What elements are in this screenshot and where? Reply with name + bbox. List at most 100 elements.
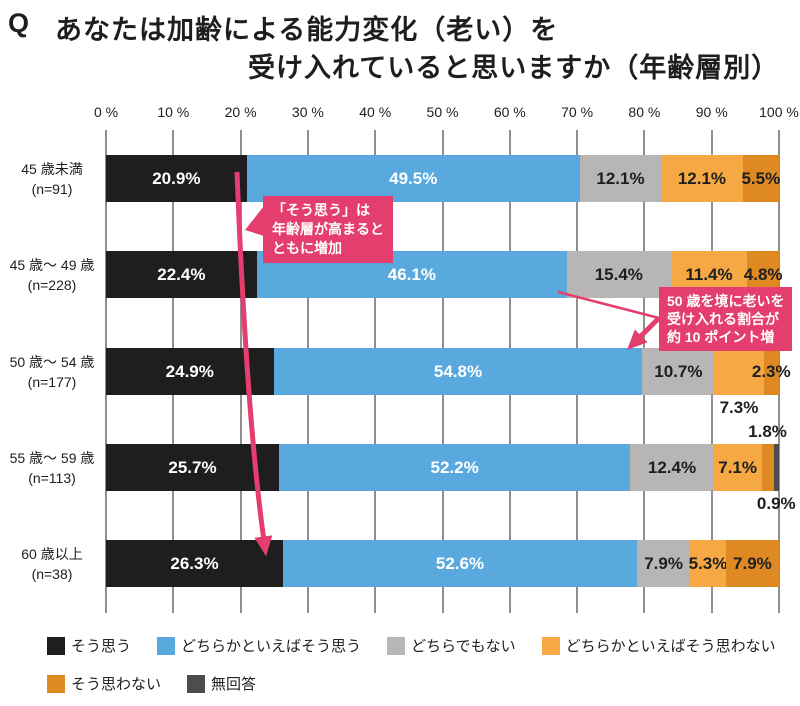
- bar-value-label: 15.4%: [594, 265, 643, 284]
- bar-value-label: 49.5%: [389, 169, 438, 188]
- title-line-2: 受け入れていると思いますか（年齢層別）: [248, 53, 780, 83]
- legend-item-agree: そう思う: [47, 635, 131, 656]
- callout-line: ともに増加: [272, 240, 342, 256]
- category-sample-size: (n=228): [27, 276, 77, 293]
- axis-tick-label: 50 %: [426, 104, 459, 120]
- bar-segment-disagree: [725, 540, 779, 587]
- bar-segment-somewhat-disagree: [713, 444, 762, 491]
- bar-segment-disagree: [742, 155, 779, 202]
- bar-value-label: 5.5%: [741, 169, 781, 188]
- callout-agree-increases: 「そう思う」は 年齢層が高まると ともに増加: [263, 196, 393, 263]
- category-label: 45 歳～ 49 歳 (n=228): [0, 255, 104, 295]
- bar-value-label: 12.4%: [647, 458, 697, 477]
- bar-segment-disagree: [761, 444, 774, 491]
- legend-label: そう思う: [71, 638, 132, 655]
- axis-tick-label: 40 %: [359, 104, 392, 120]
- bar-segment-somewhat-agree: [246, 155, 580, 202]
- axis-tick-label: 60 %: [493, 104, 526, 120]
- legend-swatch-no-answer: [187, 674, 206, 693]
- bar-segment-agree: [106, 540, 283, 587]
- category-sample-size: (n=177): [27, 373, 77, 390]
- callout-line: 50 歳を境に老いを: [667, 293, 785, 309]
- bar-value-label: 12.1%: [596, 169, 645, 188]
- category-age-range: 45 歳未満: [21, 160, 83, 177]
- bar-segment-neutral: [636, 540, 691, 587]
- bar-segment-agree: [106, 155, 247, 202]
- bar-value-label: 12.1%: [677, 169, 727, 188]
- legend-swatch-somewhat-disagree: [541, 636, 560, 655]
- bar-segment-somewhat-disagree: [661, 155, 743, 202]
- bar-value-label: 52.2%: [430, 458, 479, 477]
- legend-swatch-somewhat-agree: [157, 636, 176, 655]
- bar-segment-somewhat-disagree: [690, 540, 726, 587]
- bar-segment-somewhat-agree: [278, 444, 631, 491]
- callout-line: 「そう思う」は: [272, 202, 370, 218]
- bar-value-label: 52.6%: [435, 554, 485, 573]
- legend-item-somewhat-disagree: どちらかといえばそう思わない: [541, 635, 776, 656]
- bar-value-label: 7.9%: [733, 554, 772, 573]
- bar-segment-no-answer: [773, 444, 779, 491]
- bar-value-label: 0.9%: [756, 494, 796, 513]
- axis-tick-label: 20 %: [224, 104, 257, 120]
- category-label: 50 歳～ 54 歳 (n=177): [0, 352, 104, 392]
- bar-value-label: 1.8%: [748, 422, 787, 441]
- bar-value-label: 46.1%: [387, 265, 436, 284]
- legend-item-disagree: そう思わない: [47, 673, 161, 694]
- legend-label: どちらかといえばそう思わない: [565, 638, 776, 655]
- bar-value-label: 2.3%: [751, 362, 791, 381]
- callout-line: 約 10 ポイント増: [667, 329, 775, 345]
- legend-label: 無回答: [211, 676, 257, 693]
- category-label: 55 歳～ 59 歳 (n=113): [0, 448, 104, 488]
- bar-segment-agree: [106, 251, 257, 298]
- bar-value-label: 7.1%: [718, 458, 757, 477]
- legend-item-neutral: どちらでもない: [387, 635, 516, 656]
- callout-line: 年齢層が高まると: [272, 221, 384, 237]
- bar-segment-disagree: [763, 348, 779, 395]
- axis-tick-label: 90 %: [695, 104, 728, 120]
- legend-swatch-agree: [47, 636, 65, 655]
- category-age-range: 55 歳～ 59 歳: [9, 449, 95, 466]
- bar-value-label: 22.4%: [157, 265, 206, 284]
- bar-segment-neutral: [567, 251, 671, 298]
- question-mark-label: Q: [8, 8, 30, 38]
- axis-tick-label: 80 %: [628, 104, 661, 120]
- legend-label: そう思わない: [71, 676, 162, 693]
- category-age-range: 45 歳～ 49 歳: [9, 256, 95, 273]
- legend-label: どちらでもない: [411, 638, 516, 655]
- bar-value-label: 26.3%: [170, 554, 219, 573]
- bar-value-label: 11.4%: [685, 265, 733, 284]
- axis-tick-label: 100 %: [759, 104, 799, 120]
- bar-segment-somewhat-agree: [282, 540, 637, 587]
- bar-segment-neutral: [630, 444, 714, 491]
- bar-value-label: 5.3%: [688, 554, 728, 573]
- category-age-range: 50 歳～ 54 歳: [9, 353, 95, 370]
- category-sample-size: (n=38): [31, 565, 73, 582]
- callout-line: 受け入れる割合が: [667, 311, 779, 327]
- category-label: 45 歳未満 (n=91): [0, 159, 104, 199]
- axis-tick-label: 30 %: [291, 104, 324, 120]
- bar-value-label: 10.7%: [654, 362, 703, 381]
- axis-tick-label: 0 %: [93, 104, 119, 120]
- bar-segment-neutral: [579, 155, 662, 202]
- legend-swatch-disagree: [47, 674, 65, 693]
- legend-item-somewhat-agree: どちらかといえばそう思う: [157, 635, 361, 656]
- bar-value-label: 7.3%: [719, 398, 759, 417]
- bar-value-label: 7.9%: [644, 554, 683, 573]
- legend-swatch-neutral: [387, 636, 406, 655]
- category-label: 60 歳以上 (n=38): [0, 544, 104, 584]
- category-sample-size: (n=113): [28, 469, 76, 486]
- bar-value-label: 20.9%: [152, 169, 201, 188]
- bar-value-label: 4.8%: [743, 265, 783, 284]
- bar-value-label: 54.8%: [433, 362, 483, 381]
- legend-label: どちらかといえばそう思う: [181, 638, 362, 655]
- gridline: [778, 130, 780, 613]
- legend-item-no-answer: 無回答: [187, 673, 256, 694]
- axis-tick-label: 70 %: [561, 104, 594, 120]
- legend-row: そう思う どちらかといえばそう思う どちらでもない どちらかといえばそう思わない: [47, 635, 776, 656]
- axis-tick-label: 10 %: [157, 104, 190, 120]
- bar-segment-somewhat-disagree: [714, 348, 764, 395]
- bar-value-label: 25.7%: [168, 458, 217, 477]
- legend-row: そう思わない 無回答: [47, 673, 256, 694]
